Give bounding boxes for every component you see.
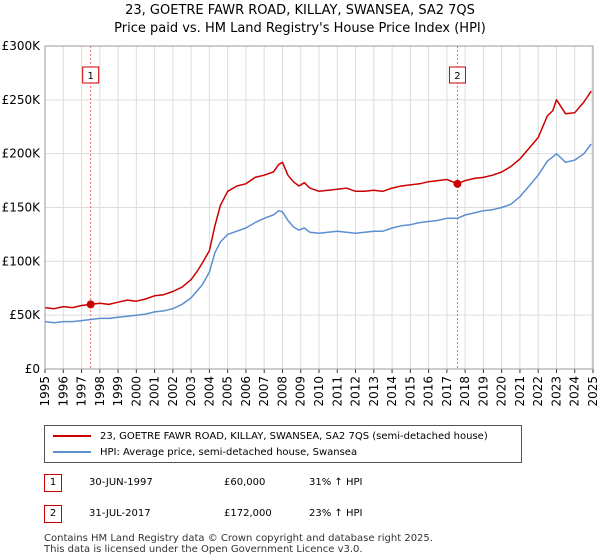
x-tick-label: 2014 — [385, 376, 399, 407]
sale-badge-1: 1 — [44, 474, 62, 492]
legend-item-property: 23, GOETRE FAWR ROAD, KILLAY, SWANSEA, S… — [53, 428, 488, 444]
x-tick-label: 2023 — [549, 376, 563, 407]
series-lines — [44, 90, 592, 324]
x-tick-label: 2009 — [294, 376, 308, 407]
sale-price-2: £172,000 — [224, 508, 272, 519]
footer-licence: This data is licensed under the Open Gov… — [44, 544, 363, 555]
x-tick-label: 2024 — [568, 376, 582, 407]
sale-marker-box — [448, 66, 466, 84]
x-axis-ticks: 1995 1996 1997 1998 1999 2000 2001 2002 2003 2004… — [38, 369, 600, 407]
sale-hpi-2: 23% ↑ HPI — [309, 508, 363, 519]
sale-date-2: 31-JUL-2017 — [89, 508, 151, 519]
x-tick-label: 2018 — [458, 376, 472, 407]
footer-copyright: Contains HM Land Registry data © Crown c… — [44, 533, 433, 544]
sale-marker-label: 1 — [87, 71, 93, 82]
chart-title-subtitle: Price paid vs. HM Land Registry's House … — [114, 21, 486, 36]
x-tick-label: 1997 — [75, 376, 89, 407]
sale-hpi-1: 31% ↑ HPI — [309, 477, 363, 488]
x-tick-label: 2013 — [367, 376, 381, 407]
y-axis-ticks: £0 £50K £100K £150K £200K £250K £300K — [2, 39, 42, 376]
future-shaded-region — [591, 46, 593, 369]
x-tick-label: 2004 — [202, 376, 216, 407]
legend-swatch-property — [53, 435, 91, 437]
chart-title-address: 23, GOETRE FAWR ROAD, KILLAY, SWANSEA, S… — [125, 3, 475, 18]
sale-marker-box — [82, 66, 100, 84]
x-tick-label: 2020 — [495, 376, 509, 407]
sale-badge-2: 2 — [44, 505, 62, 523]
y-tick-label: £150K — [2, 201, 42, 215]
x-tick-label: 2006 — [239, 376, 253, 407]
plot-frame — [44, 45, 594, 370]
legend-swatch-hpi — [53, 451, 91, 453]
x-tick-label: 2011 — [330, 376, 344, 407]
x-tick-label: 1995 — [38, 376, 52, 407]
series-line-property — [44, 90, 592, 310]
x-tick-label: 2022 — [531, 376, 545, 407]
sale-point — [86, 300, 95, 309]
x-tick-label: 2002 — [166, 376, 180, 407]
y-tick-label: £300K — [2, 39, 42, 53]
x-tick-label: 2019 — [476, 376, 490, 407]
x-tick-label: 2000 — [129, 376, 143, 407]
x-tick-label: 2016 — [422, 376, 436, 407]
x-tick-label: 2007 — [257, 376, 271, 407]
x-tick-label: 2010 — [312, 376, 326, 407]
x-tick-label: 2017 — [440, 376, 454, 407]
legend-item-hpi: HPI: Average price, semi-detached house,… — [53, 444, 357, 460]
x-tick-label: 2025 — [586, 376, 600, 407]
sale-point — [453, 179, 462, 188]
x-tick-label: 2015 — [403, 376, 417, 407]
y-tick-label: £50K — [9, 308, 41, 322]
x-tick-label: 2012 — [349, 376, 363, 407]
x-tick-label: 2008 — [275, 376, 289, 407]
x-tick-label: 2005 — [221, 376, 235, 407]
sale-date-1: 30-JUN-1997 — [89, 477, 153, 488]
x-tick-label: 1999 — [111, 376, 125, 407]
sale-markers — [86, 179, 462, 309]
sale-marker-label: 2 — [454, 71, 460, 82]
x-tick-label: 2001 — [148, 376, 162, 407]
y-tick-label: £250K — [2, 93, 42, 107]
grid — [44, 45, 594, 370]
legend-label-hpi: HPI: Average price, semi-detached house,… — [100, 446, 358, 458]
legend: 23, GOETRE FAWR ROAD, KILLAY, SWANSEA, S… — [44, 425, 522, 463]
x-tick-label: 2021 — [513, 376, 527, 407]
y-tick-label: £100K — [2, 254, 42, 268]
x-tick-label: 2003 — [184, 376, 198, 407]
sale-price-1: £60,000 — [224, 477, 266, 488]
legend-label-property: 23, GOETRE FAWR ROAD, KILLAY, SWANSEA, S… — [100, 430, 488, 442]
x-tick-label: 1998 — [93, 376, 107, 407]
series-line-hpi — [44, 143, 592, 324]
y-tick-label: £0 — [25, 362, 40, 376]
x-tick-label: 1996 — [56, 376, 70, 407]
y-tick-label: £200K — [2, 147, 42, 161]
